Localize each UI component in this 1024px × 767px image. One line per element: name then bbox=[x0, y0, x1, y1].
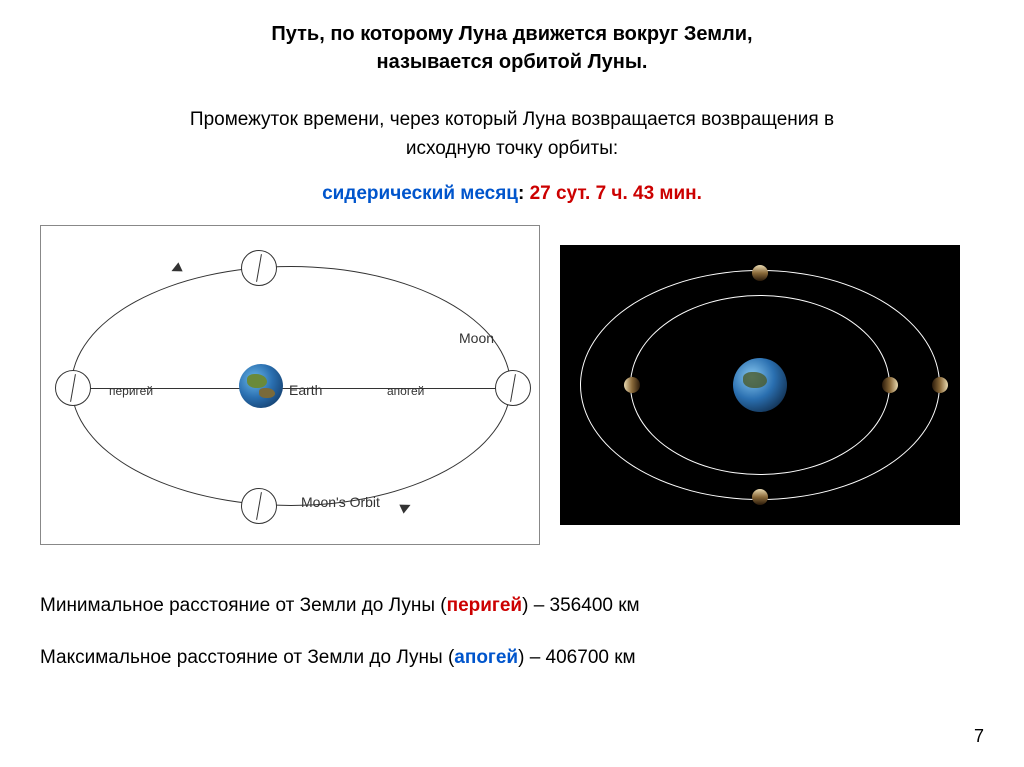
footer-min-value: ) – 356400 км bbox=[522, 595, 640, 616]
moon-icon bbox=[752, 489, 768, 505]
moon-icon bbox=[882, 377, 898, 393]
perigee-label: перигей bbox=[109, 384, 153, 398]
moon-label: Moon bbox=[459, 330, 494, 346]
earth-label: Earth bbox=[289, 382, 322, 398]
footer-max-label: Максимальное расстояние от Земли до Луны… bbox=[40, 647, 454, 668]
moon-icon bbox=[241, 250, 277, 286]
title-line-2: называется орбитой Луны. bbox=[40, 48, 984, 76]
subtitle-line-2: исходную точку орбиты: bbox=[40, 135, 984, 164]
orbit-label: Moon's Orbit bbox=[301, 494, 380, 510]
moon-icon bbox=[241, 488, 277, 524]
moon-icon bbox=[752, 265, 768, 281]
earth-icon bbox=[733, 358, 787, 412]
title-line-1: Путь, по которому Луна движется вокруг З… bbox=[40, 20, 984, 48]
footer-min-term: перигей bbox=[447, 595, 523, 616]
right-orbit-diagram bbox=[560, 245, 960, 525]
page-number: 7 bbox=[974, 726, 984, 747]
moon-icon bbox=[55, 370, 91, 406]
apogee-label: апогей bbox=[387, 384, 424, 398]
sidereal-sep: : bbox=[518, 183, 530, 204]
moon-icon bbox=[495, 370, 531, 406]
moon-icon bbox=[624, 377, 640, 393]
footer-max-term: апогей bbox=[454, 647, 518, 668]
footer-apogee: Максимальное расстояние от Земли до Луны… bbox=[40, 647, 984, 669]
subtitle-block: Промежуток времени, через который Луна в… bbox=[40, 106, 984, 163]
footer-max-value: ) – 406700 км bbox=[518, 647, 636, 668]
moon-icon bbox=[932, 377, 948, 393]
sidereal-label: сидерический месяц bbox=[322, 183, 518, 204]
diagrams-row: Earth Moon Moon's Orbit перигей апогей bbox=[40, 225, 984, 545]
subtitle-line-1: Промежуток времени, через который Луна в… bbox=[40, 106, 984, 135]
earth-icon bbox=[239, 364, 283, 408]
title-block: Путь, по которому Луна движется вокруг З… bbox=[40, 20, 984, 76]
sidereal-block: сидерический месяц: 27 сут. 7 ч. 43 мин. bbox=[40, 183, 984, 205]
left-orbit-diagram: Earth Moon Moon's Orbit перигей апогей bbox=[40, 225, 540, 545]
footer-perigee: Минимальное расстояние от Земли до Луны … bbox=[40, 595, 984, 617]
orbit-arrow-icon bbox=[169, 262, 182, 275]
footer-min-label: Минимальное расстояние от Земли до Луны … bbox=[40, 595, 447, 616]
orbit-arrow-icon bbox=[399, 500, 412, 513]
sidereal-value: 27 сут. 7 ч. 43 мин. bbox=[530, 183, 702, 204]
